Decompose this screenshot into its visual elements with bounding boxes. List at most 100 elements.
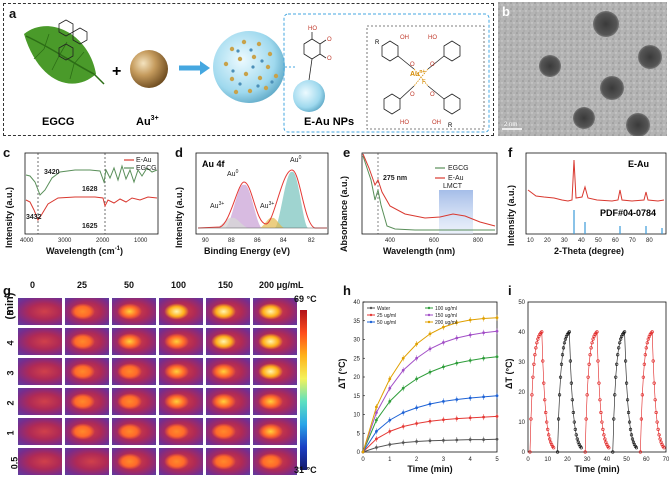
x-tick-label: 0 — [361, 457, 365, 463]
concentration-label: 200 μg/mL — [259, 280, 304, 290]
thermal-image-cell — [253, 358, 297, 385]
x-axis-label: Time (min) — [407, 464, 452, 474]
peak-275nm: 275 nm — [383, 175, 407, 182]
r-group-label: R — [375, 40, 380, 46]
cycle-curve-0 — [529, 331, 554, 453]
cycle-point — [619, 337, 623, 341]
thermal-image-cell — [253, 298, 297, 325]
lmct-region — [439, 190, 473, 234]
panel-a: a + — [3, 3, 494, 136]
small-nanoparticle — [293, 80, 325, 112]
x-tick-label: 5 — [495, 457, 499, 463]
x-tick: 3000 — [58, 238, 72, 244]
x-tick: 2000 — [96, 238, 110, 244]
particle — [593, 11, 619, 37]
peak-label: Au3+ — [260, 201, 274, 210]
egcg-label: EGCG — [42, 116, 74, 128]
x-tick-label: 4 — [469, 457, 473, 463]
xps-title: Au 4f — [202, 159, 226, 169]
cycle-curve-3 — [612, 331, 637, 453]
leaf-illustration — [24, 26, 105, 85]
y-tick-label: 25 — [353, 356, 360, 362]
legend-eau: E-Au — [136, 157, 152, 164]
particle — [539, 55, 561, 77]
thermal-image-cell — [18, 418, 62, 445]
y-tick-label: 30 — [353, 338, 360, 344]
y-tick-label: 20 — [353, 375, 360, 381]
x-tick: 40 — [578, 238, 585, 244]
cycle-curve-4 — [640, 331, 665, 453]
y-axis-label: ΔT (°C) — [504, 358, 514, 389]
legend-label: 200 ug/ml — [435, 320, 457, 326]
particle — [600, 76, 624, 100]
cycle-point — [607, 446, 611, 450]
thermal-image-cell — [65, 448, 109, 475]
cycle-point — [634, 446, 639, 450]
panel-c-ftir: Intensity (a.u.) E-Au EGCG 3420 1628 343… — [4, 152, 159, 256]
x-tick: 10 — [527, 238, 534, 244]
cycle-point — [563, 337, 568, 341]
svg-text:HO: HO — [400, 120, 409, 126]
svg-text:HO: HO — [308, 26, 317, 32]
peak-3432: 3432 — [26, 214, 42, 221]
thermal-image-cell — [65, 358, 109, 385]
x-tick: 400 — [385, 238, 396, 244]
panel-f-xrd: Intensity (a.u.) E-Au PDF#04-0784 10 20 … — [506, 152, 667, 256]
panel-e-uvvis: Absorbance (a.u.) EGCG E-Au 275 nm LMCT … — [339, 152, 498, 256]
quinone-molecule-icon — [303, 32, 327, 81]
y-tick-label: 5 — [357, 431, 361, 437]
egcg-molecule-icon — [58, 19, 88, 61]
concentration-label: 25 — [77, 280, 88, 290]
zoom-box — [283, 13, 490, 133]
thermal-image-cell — [206, 328, 250, 355]
thermal-grid: 0 25 50 100 150 200 μg/mL 5 4 3 2 1 0.5 69 °C 31 °… — [6, 280, 344, 477]
lmct-label: LMCT — [443, 183, 463, 190]
xps-fit-curve — [197, 169, 327, 229]
thermal-image-cell — [65, 328, 109, 355]
y-tick-label: 35 — [353, 319, 360, 325]
y-tick-label: 0 — [522, 450, 526, 456]
x-tick: 84 — [280, 238, 287, 244]
x-tick: 600 — [429, 238, 440, 244]
particle — [573, 107, 595, 129]
x-tick-label: 30 — [584, 457, 591, 463]
panel-d-xps: Intensity (a.u.) Au 4f Au0 Au0 Au3+ Au3+… — [174, 152, 329, 256]
x-tick-label: 3 — [442, 457, 446, 463]
y-axis-label: Intensity (a.u.) — [4, 187, 14, 248]
panel-d-letter: d — [175, 145, 183, 160]
svg-text:O: O — [410, 92, 415, 98]
panel-i-letter: i — [508, 283, 512, 298]
thermal-image-cell — [159, 448, 203, 475]
legend-label: 25 ug/ml — [377, 313, 396, 319]
thermal-image-cell — [112, 298, 156, 325]
arrow-icon — [200, 61, 210, 75]
svg-text:HO: HO — [428, 35, 437, 41]
y-tick-label: 40 — [353, 300, 360, 306]
legend-marker — [427, 313, 431, 317]
y-axis-label: Intensity (a.u.) — [174, 187, 184, 248]
x-tick-label: 20 — [564, 457, 571, 463]
thermal-image-cell — [206, 298, 250, 325]
nanoparticle-illustration — [213, 31, 285, 103]
x-tick: 1000 — [134, 238, 148, 244]
xrd-pattern — [527, 159, 665, 202]
peak-label: Au3+ — [210, 201, 224, 210]
eau-spectrum — [25, 196, 158, 222]
thermal-image-cell — [159, 418, 203, 445]
colorbar-max-label: 69 °C — [294, 294, 317, 304]
y-tick-label: 40 — [518, 330, 525, 336]
thermal-image-cell — [253, 388, 297, 415]
legend-label: 150 ug/ml — [435, 313, 457, 319]
concentration-label: 150 — [218, 280, 234, 290]
legend-label: 50 ug/ml — [377, 320, 396, 326]
au-ion-label: Au3+ — [136, 115, 159, 128]
au0-peak-fill — [275, 171, 308, 228]
peak-3420: 3420 — [44, 169, 60, 176]
thermal-image-cell — [18, 298, 62, 325]
temperature-colorbar — [300, 310, 307, 470]
y-tick-label: 50 — [518, 300, 525, 306]
x-axis-label: Wavelength (nm) — [383, 246, 455, 256]
x-tick: 90 — [202, 238, 209, 244]
x-axis-label: 2-Theta (degree) — [554, 246, 624, 256]
peak-label: Au0 — [227, 169, 239, 178]
